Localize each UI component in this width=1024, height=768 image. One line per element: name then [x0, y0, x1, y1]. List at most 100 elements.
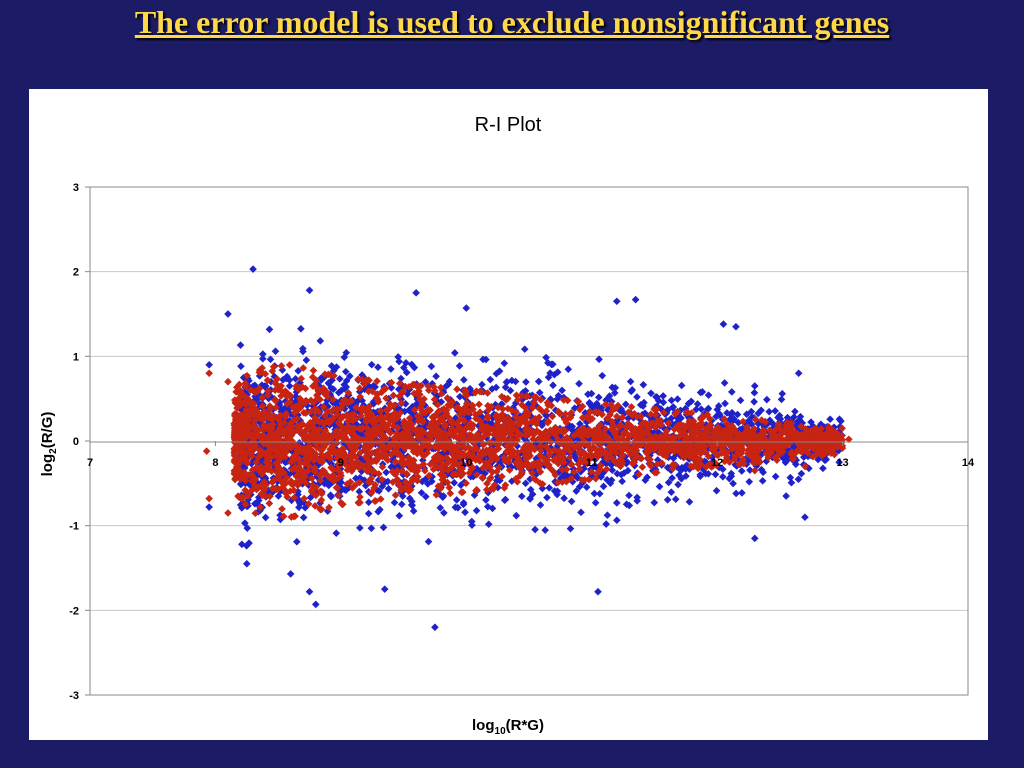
scatter-point — [632, 452, 641, 461]
scatter-point — [809, 452, 817, 461]
scatter-point — [627, 403, 636, 411]
scatter-point — [311, 600, 320, 609]
scatter-point — [311, 491, 320, 500]
scatter-point — [526, 494, 534, 503]
scatter-point — [472, 486, 480, 495]
scatter-point — [351, 481, 359, 490]
scatter-point — [413, 425, 422, 434]
scatter-point — [478, 380, 486, 389]
scatter-point — [787, 478, 796, 487]
scatter-point — [456, 460, 465, 469]
scatter-point — [478, 473, 487, 482]
scatter-point — [482, 460, 491, 469]
scatter-point — [241, 486, 250, 495]
scatter-point — [334, 418, 343, 427]
chart-panel: R-I Plot -3 -2 -1 0 1 2 3 7 8 9 10 11 12 13 14 log10(R… — [29, 89, 988, 740]
scatter-point — [575, 405, 584, 414]
scatter-point — [624, 408, 633, 417]
scatter-point — [584, 475, 593, 484]
scatter-point — [574, 397, 583, 406]
scatter-point — [733, 410, 742, 419]
scatter-point — [324, 451, 333, 459]
scatter-point — [424, 537, 433, 546]
scatter-point — [553, 453, 562, 462]
scatter-point — [623, 458, 632, 467]
scatter-point — [677, 381, 686, 390]
scatter-point — [551, 430, 559, 439]
scatter-point — [727, 441, 736, 450]
scatter-point — [401, 483, 409, 492]
scatter-point — [395, 357, 403, 366]
scatter-point — [559, 428, 567, 437]
scatter-point — [421, 492, 430, 501]
scatter-point — [277, 419, 285, 428]
scatter-point — [811, 428, 820, 436]
scatter-point — [529, 462, 538, 470]
scatter-point — [638, 463, 647, 471]
scatter-point — [401, 382, 410, 391]
scatter-point — [424, 386, 433, 395]
scatter-point — [667, 396, 676, 405]
scatter-point — [647, 440, 656, 449]
scatter-point — [317, 450, 326, 459]
scatter-point — [518, 400, 526, 409]
scatter-point — [419, 460, 428, 469]
scatter-point — [367, 414, 376, 422]
scatter-point — [230, 412, 239, 420]
scatter-point — [494, 403, 502, 412]
scatter-point — [312, 376, 321, 385]
scatter-point — [595, 355, 603, 364]
scatter-point — [586, 445, 595, 454]
scatter-point — [433, 443, 442, 452]
scatter-point — [417, 488, 426, 497]
scatter-point — [596, 421, 605, 430]
scatter-point — [554, 448, 563, 456]
scatter-point — [472, 506, 481, 515]
scatter-point — [825, 433, 833, 442]
scatter-point — [482, 485, 491, 494]
scatter-point — [594, 393, 603, 402]
scatter-point — [453, 446, 462, 455]
scatter-point — [762, 395, 771, 404]
scatter-point — [305, 286, 314, 295]
scatter-point — [346, 451, 355, 459]
scatter-point — [570, 467, 578, 476]
scatter-point — [316, 476, 325, 485]
scatter-point — [558, 478, 567, 486]
scatter-point — [500, 453, 509, 462]
scatter-point — [512, 426, 521, 435]
scatter-point — [410, 363, 419, 372]
scatter-point — [230, 458, 239, 466]
scatter-point — [727, 388, 736, 396]
scatter-point — [442, 460, 451, 469]
scatter-point — [566, 524, 575, 533]
scatter-point — [514, 416, 523, 425]
scatter-point — [483, 502, 492, 511]
scatter-point — [347, 397, 356, 405]
scatter-point — [415, 463, 423, 472]
scatter-point — [580, 464, 588, 473]
scatter-point — [428, 413, 437, 422]
scatter-point — [423, 479, 432, 488]
scatter-point — [261, 492, 270, 500]
scatter-point — [631, 295, 640, 304]
scatter-point — [750, 452, 759, 460]
scatter-point — [263, 376, 272, 385]
scatter-point — [753, 443, 762, 452]
scatter-point — [750, 388, 759, 397]
scatter-point — [394, 449, 402, 457]
scatter-point — [316, 337, 325, 345]
scatter-point — [342, 383, 351, 391]
scatter-point — [692, 405, 700, 414]
scatter-point — [402, 358, 410, 367]
scatter-point — [324, 379, 333, 387]
scatter-point — [455, 362, 464, 370]
scatter-point — [307, 454, 316, 463]
scatter-point — [436, 414, 445, 423]
scatter-point — [261, 513, 270, 522]
scatter-point — [232, 436, 241, 445]
scatter-point — [347, 467, 356, 475]
scatter-point — [618, 450, 626, 459]
scatter-point — [536, 501, 545, 509]
scatter-point — [384, 444, 393, 453]
